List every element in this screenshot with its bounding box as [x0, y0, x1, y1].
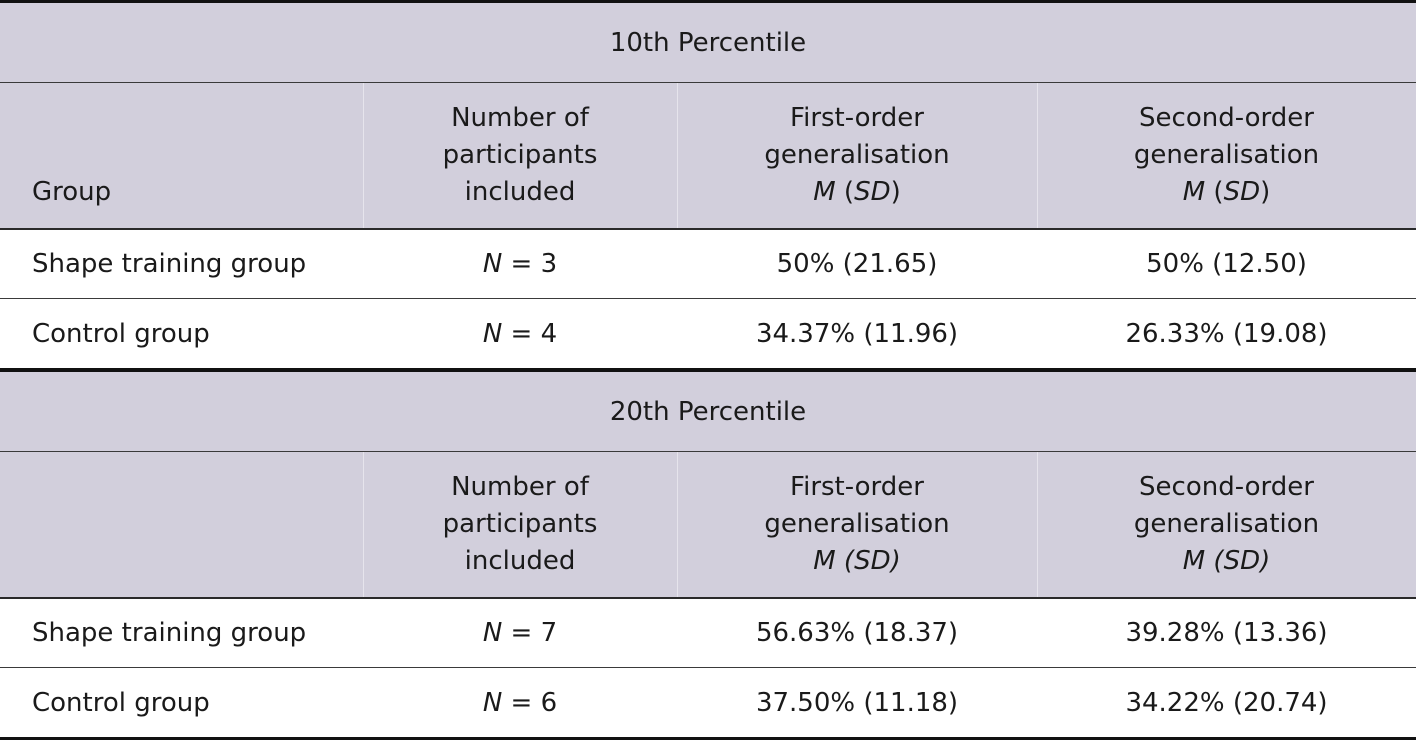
- header-group: Group: [0, 83, 363, 228]
- cell-first: 50% (21.65): [776, 249, 938, 279]
- section-20th-header: 20th Percentile Number of participants i…: [0, 372, 1416, 597]
- header-n-line3: included: [464, 546, 576, 576]
- section-divider: [0, 368, 1416, 372]
- cell-group: Shape training group: [32, 249, 307, 279]
- cell-n: N = 6: [363, 688, 677, 718]
- header-first-line2: generalisation: [764, 140, 950, 170]
- m-symbol: M: [1182, 177, 1206, 207]
- divider: [0, 597, 1416, 599]
- header-first-order: First-order generalisation M (SD): [677, 452, 1037, 597]
- table-row: Control group N = 6 37.50% (11.18) 34.22…: [0, 668, 1416, 737]
- section-title: 20th Percentile: [0, 372, 1416, 451]
- column-divider: [677, 3, 678, 228]
- header-second-line1: Second-order: [1139, 103, 1314, 133]
- n-symbol: N: [482, 618, 503, 648]
- cell-group: Control group: [32, 318, 210, 349]
- header-n: Number of participants included: [363, 452, 677, 597]
- cell-n: N = 3: [363, 249, 677, 279]
- column-headers: Number of participants included First-or…: [0, 452, 1416, 597]
- n-symbol: N: [482, 249, 503, 279]
- cell-second: 50% (12.50): [1146, 249, 1307, 279]
- header-n-line3: included: [464, 177, 576, 207]
- m-symbol: M: [813, 177, 836, 207]
- section-title: 10th Percentile: [0, 3, 1416, 82]
- sd-symbol: SD: [1223, 177, 1261, 207]
- header-second-msd: M (SD): [1182, 177, 1271, 207]
- header-second-line2: generalisation: [1133, 140, 1320, 170]
- cell-first: 34.37% (11.96): [755, 318, 959, 349]
- column-divider: [363, 3, 364, 228]
- column-divider: [677, 372, 678, 597]
- header-second-order: Second-order generalisation M (SD): [1037, 83, 1416, 228]
- header-group-label: Group: [32, 177, 112, 207]
- header-first-msd: M (SD): [813, 546, 901, 576]
- cell-second: 39.28% (13.36): [1125, 618, 1328, 648]
- n-symbol: N: [482, 687, 503, 718]
- cell-first: 37.50% (11.18): [755, 687, 959, 718]
- divider: [0, 82, 1416, 83]
- header-n-line1: Number of: [451, 472, 589, 502]
- cell-group: Control group: [32, 687, 210, 718]
- table-row: Shape training group N = 7 56.63% (18.37…: [0, 599, 1416, 667]
- header-n-line2: participants: [442, 509, 598, 539]
- top-rule: [0, 0, 1416, 3]
- n-value: = 3: [502, 249, 558, 279]
- cell-n: N = 4: [363, 319, 677, 349]
- table-row: Shape training group N = 3 50% (21.65) 5…: [0, 230, 1416, 298]
- header-first-order: First-order generalisation M (SD): [677, 83, 1037, 228]
- divider: [0, 451, 1416, 452]
- header-first-line1: First-order: [790, 103, 924, 133]
- header-first-line1: First-order: [790, 472, 924, 502]
- n-symbol: N: [482, 318, 503, 349]
- n-value: = 6: [502, 687, 558, 718]
- column-headers: Group Number of participants included Fi…: [0, 83, 1416, 228]
- divider: [0, 228, 1416, 230]
- header-n-line1: Number of: [451, 103, 589, 133]
- header-second-order: Second-order generalisation M (SD): [1037, 452, 1416, 597]
- header-n: Number of participants included: [363, 83, 677, 228]
- cell-second: 26.33% (19.08): [1125, 318, 1328, 349]
- column-divider: [363, 372, 364, 597]
- header-n-line2: participants: [442, 140, 598, 170]
- cell-n: N = 7: [363, 618, 677, 648]
- cell-group: Shape training group: [32, 618, 307, 648]
- header-first-line2: generalisation: [764, 509, 950, 539]
- cell-second: 34.22% (20.74): [1125, 687, 1328, 718]
- divider: [0, 667, 1416, 668]
- column-divider: [1037, 3, 1038, 228]
- section-10th-header: 10th Percentile Group Number of particip…: [0, 3, 1416, 228]
- divider: [0, 298, 1416, 299]
- n-value: = 4: [502, 318, 558, 349]
- table-row: Control group N = 4 34.37% (11.96) 26.33…: [0, 299, 1416, 368]
- bottom-rule: [0, 737, 1416, 740]
- cell-first: 56.63% (18.37): [755, 618, 959, 648]
- header-second-line2: generalisation: [1133, 509, 1320, 539]
- header-second-msd: M (SD): [1182, 546, 1271, 576]
- n-value: = 7: [502, 618, 558, 648]
- header-group-empty: [0, 452, 363, 597]
- header-second-line1: Second-order: [1139, 472, 1314, 502]
- sd-symbol: SD: [854, 177, 891, 207]
- header-first-msd: M (SD): [813, 177, 901, 207]
- column-divider: [1037, 372, 1038, 597]
